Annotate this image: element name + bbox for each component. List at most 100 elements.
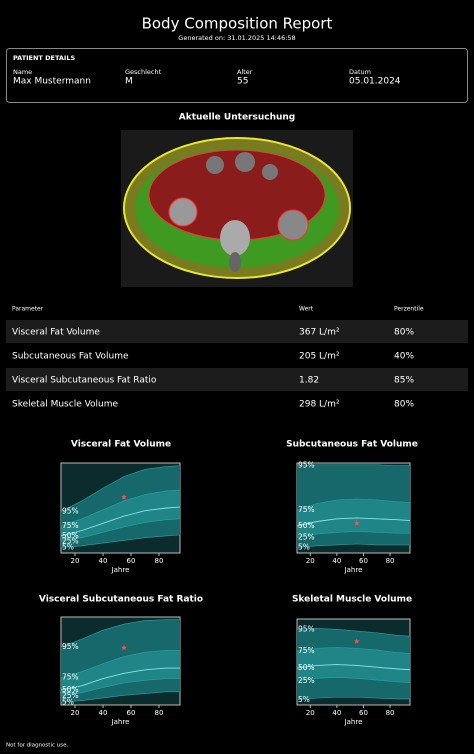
chart-title: Skeletal Muscle Volume: [292, 595, 412, 605]
percentile-curve: [296, 628, 411, 637]
x-tick-label: 80: [386, 557, 395, 565]
percentile-label: 75%: [298, 505, 315, 514]
percentile-curve: [296, 677, 411, 683]
percentile-curve: [60, 619, 180, 648]
x-tick-label: 60: [127, 709, 136, 717]
patient-box: [6, 48, 468, 103]
image-title: Aktuelle Untersuchung: [179, 113, 296, 123]
scan-organ: [168, 197, 198, 227]
percentile-curve: [60, 489, 181, 527]
percentile-curve: [296, 531, 410, 538]
param-value: 1.82: [299, 376, 319, 386]
x-axis-label: Jahre: [111, 718, 130, 726]
scan-organ: [277, 209, 309, 241]
x-tick-label: 40: [332, 709, 341, 717]
percentile-curve: [60, 534, 181, 548]
field-label: Alter: [237, 68, 253, 76]
percentile-label: 50%: [62, 685, 79, 694]
percentile-label: 5%: [298, 695, 310, 704]
field-label: Datum: [349, 68, 371, 76]
percentile-curve: [296, 647, 411, 654]
percentile-label: 25%: [62, 536, 79, 545]
patient-marker: [353, 638, 360, 644]
percentile-label: 95%: [62, 507, 79, 516]
param-value: 367 L/m²: [299, 328, 340, 338]
percentile-curve: [296, 498, 411, 511]
x-axis-label: Jahre: [111, 566, 130, 574]
x-tick-label: 20: [306, 709, 315, 717]
param-name: Subcutaneous Fat Volume: [12, 352, 129, 362]
x-tick-label: 20: [306, 557, 315, 565]
percentile-curve: [60, 678, 180, 697]
scan-bowel: [262, 164, 278, 180]
scan-bowel: [235, 152, 255, 172]
percentile-label: 25%: [298, 533, 315, 542]
percentile-curve: [60, 691, 180, 703]
scan-spine: [220, 220, 250, 256]
percentile-curve: [296, 464, 410, 467]
x-axis-label: Jahre: [344, 566, 363, 574]
field-value: 05.01.2024: [349, 77, 401, 87]
x-tick-label: 20: [71, 709, 80, 717]
x-tick-label: 40: [99, 557, 108, 565]
x-tick-label: 40: [99, 709, 108, 717]
footer-note: Not for diagnostic use.: [6, 743, 68, 749]
percentile-label: 5%: [62, 543, 74, 552]
param-percentile: 85%: [394, 376, 414, 386]
percentile-curve: [296, 664, 411, 671]
param-name: Skeletal Muscle Volume: [12, 400, 119, 410]
x-tick-label: 60: [127, 557, 136, 565]
field-value: 55: [237, 77, 248, 87]
param-percentile: 40%: [394, 352, 414, 362]
patient-heading: PATIENT DETAILS: [13, 54, 75, 62]
percentile-label: 5%: [62, 697, 74, 706]
percentile-curve: [60, 650, 180, 679]
patient-marker: [121, 494, 127, 500]
scan-bowel: [206, 156, 224, 174]
percentile-band: [61, 650, 180, 697]
percentile-label: 75%: [298, 646, 315, 655]
percentile-label: 5%: [298, 543, 310, 552]
chart-title: Visceral Fat Volume: [71, 440, 171, 450]
percentile-label: 95%: [62, 642, 79, 651]
percentile-curve: [60, 518, 181, 542]
percentile-label: 25%: [62, 691, 79, 700]
x-tick-label: 80: [155, 709, 164, 717]
x-tick-label: 60: [359, 557, 368, 565]
percentile-curve: [296, 517, 411, 527]
field-value: Max Mustermann: [13, 77, 91, 87]
scan-image: [121, 130, 353, 287]
generated: Generated on: 31.01.2025 14:46:58: [178, 34, 295, 42]
x-tick-label: 60: [359, 709, 368, 717]
x-tick-label: 80: [155, 557, 164, 565]
table-header: Perzentile: [394, 306, 424, 313]
percentile-curve: [60, 465, 181, 512]
param-name: Visceral Subcutaneous Fat Ratio: [12, 376, 157, 386]
chart-title: Visceral Subcutaneous Fat Ratio: [39, 595, 203, 605]
percentile-label: 25%: [298, 676, 315, 685]
percentile-label: 75%: [62, 521, 79, 530]
percentile-curve: [60, 506, 181, 537]
percentile-label: 95%: [298, 461, 315, 470]
percentile-band: [61, 490, 180, 542]
scan-spine: [229, 252, 241, 272]
param-value: 298 L/m²: [299, 400, 340, 410]
chart-title: Subcutaneous Fat Volume: [286, 440, 418, 450]
percentile-label: 75%: [62, 673, 79, 682]
param-value: 205 L/m²: [299, 352, 340, 362]
patient-marker: [121, 644, 127, 651]
field-label: Name: [13, 68, 32, 76]
field-label: Geschlecht: [125, 68, 162, 76]
table-row-bg: [6, 368, 468, 391]
x-tick-label: 20: [71, 557, 80, 565]
percentile-curve: [60, 667, 180, 691]
percentile-curve: [296, 696, 410, 701]
patient-marker: [353, 520, 360, 526]
param-percentile: 80%: [394, 400, 414, 410]
x-tick-label: 80: [386, 709, 395, 717]
param-name: Visceral Fat Volume: [12, 328, 100, 338]
report-title: Body Composition Report: [142, 15, 333, 33]
x-axis-label: Jahre: [344, 718, 363, 726]
